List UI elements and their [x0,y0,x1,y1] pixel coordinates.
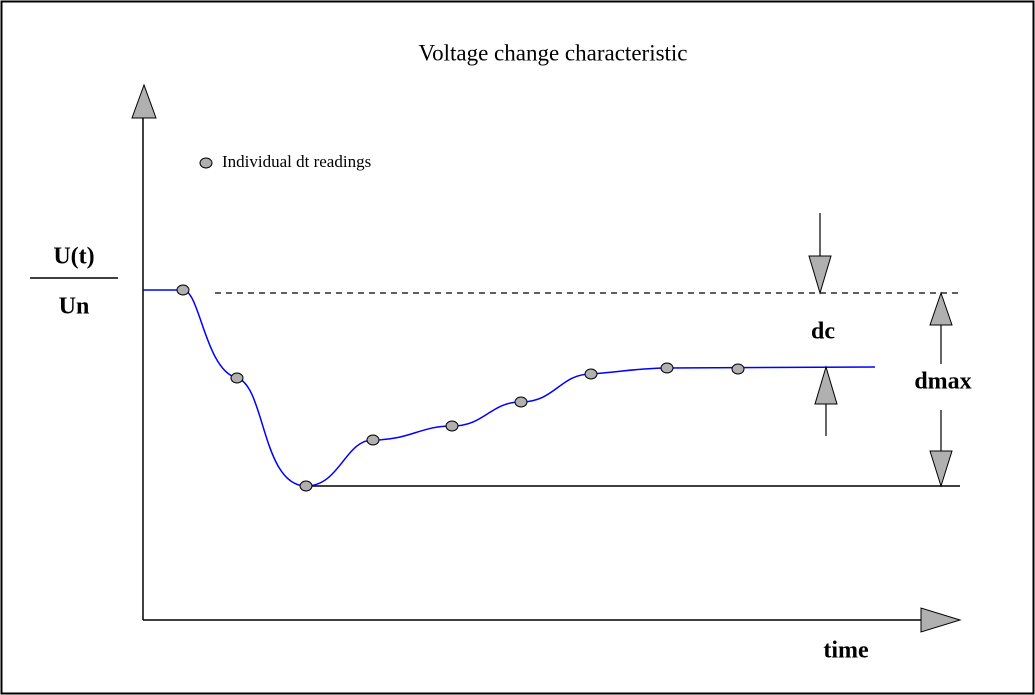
reading [230,372,244,384]
reading [176,284,190,296]
y-label-denominator: Un [59,294,90,320]
dc-arrow-head [814,365,838,405]
y-axis-arrow [131,83,157,119]
dc-label: dc [811,319,835,345]
reading [514,396,528,408]
dc-arrow-head [808,255,832,295]
y-label-numerator: U(t) [53,244,94,270]
x-axis-arrow [920,607,962,633]
x-label: time [823,638,869,664]
reading [299,480,313,492]
readings [176,284,745,492]
dmax-arrow-head [929,450,953,488]
legend-marker [199,157,213,169]
reading [660,362,674,374]
reading [584,368,598,380]
legend-text: Individual dt readings [222,152,371,171]
reading [445,420,459,432]
reading [731,363,745,375]
title: Voltage change characteristic [418,40,687,65]
reading [366,434,380,446]
dmax-label: dmax [914,369,971,395]
